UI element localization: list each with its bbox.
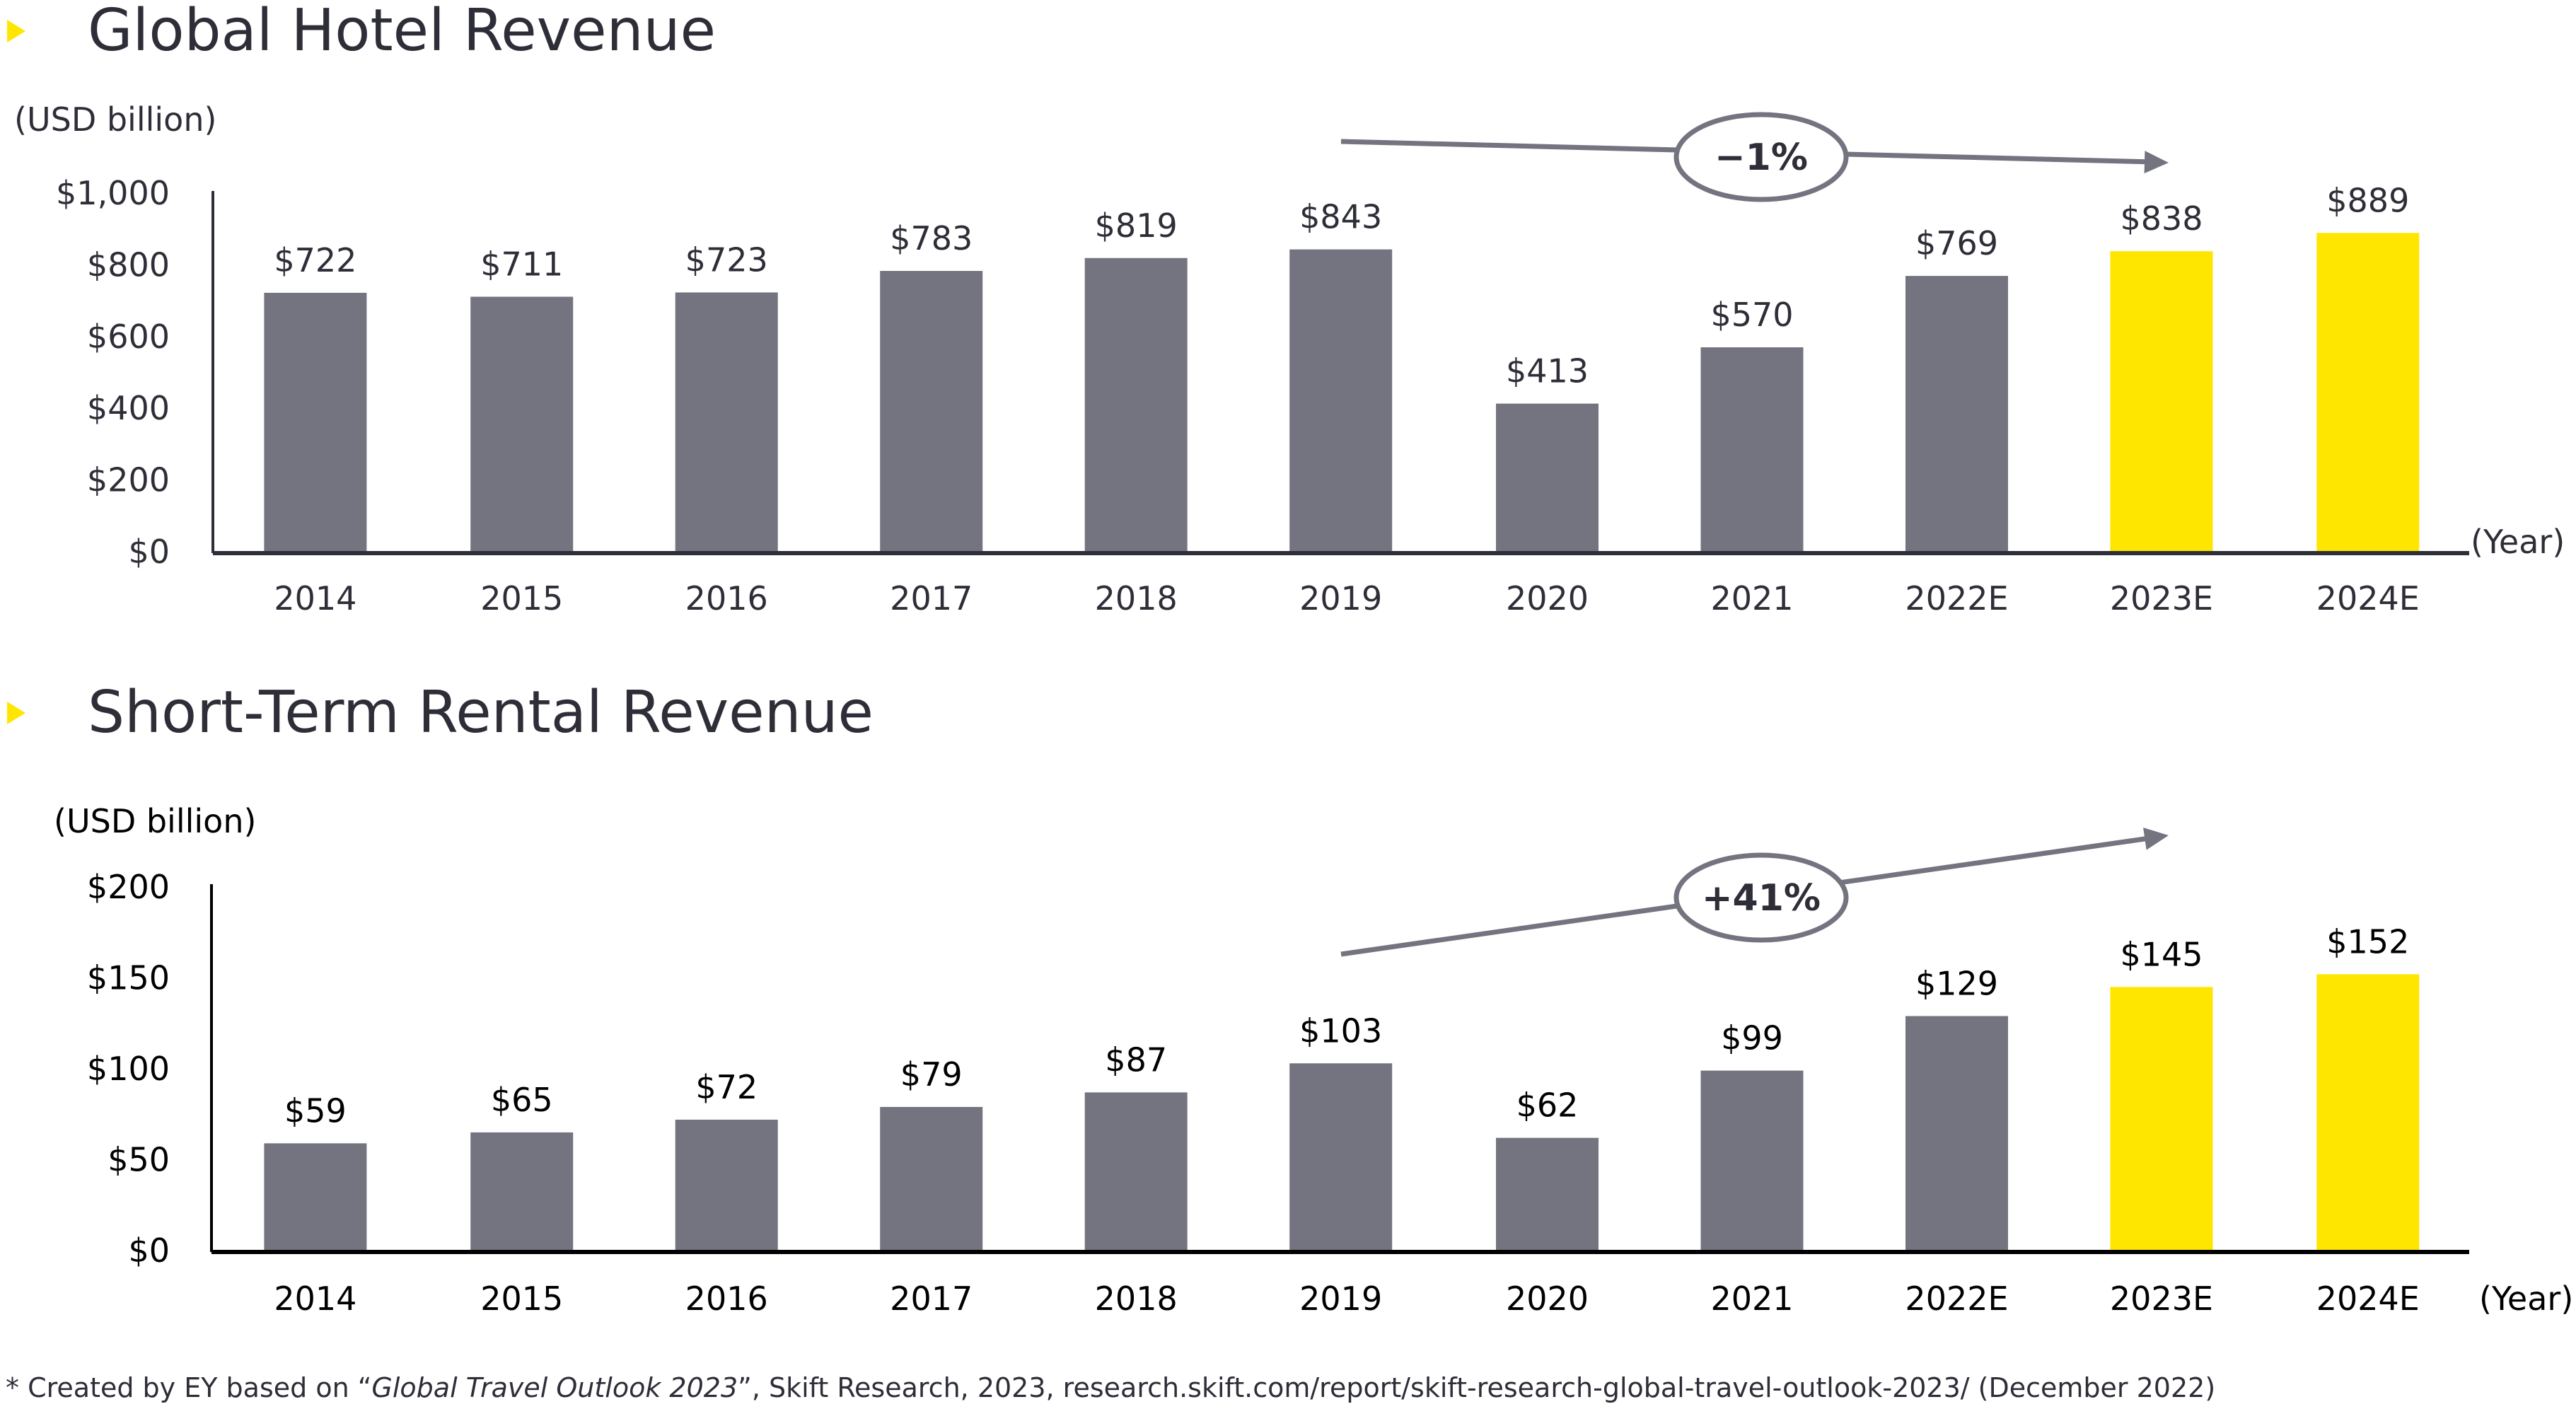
trend-badge-label: −1% [1715, 137, 1808, 179]
data-label: $843 [1299, 198, 1382, 236]
bar-2018 [1084, 257, 1188, 552]
x-tick-label: 2020 [1506, 579, 1589, 617]
data-label: $711 [480, 245, 563, 284]
bar-2016 [675, 292, 778, 552]
x-tick-label: 2019 [1299, 1280, 1382, 1318]
y-tick-label: $400 [87, 389, 170, 427]
x-tick-label: 2024E [2316, 1280, 2420, 1318]
x-tick-label: 2016 [685, 579, 768, 617]
x-tick-label: 2018 [1095, 579, 1178, 617]
y-tick-label: $600 [87, 318, 170, 356]
trend-badge-label: +41% [1702, 877, 1821, 920]
bar-2014 [264, 1143, 367, 1251]
x-tick-label: 2022E [1905, 579, 2008, 617]
bar-2016 [675, 1119, 778, 1251]
trend-badge-ellipse [1673, 112, 1849, 202]
y-tick-label: $1,000 [56, 174, 170, 212]
data-label: $87 [1105, 1040, 1167, 1079]
x-tick-label: 2014 [274, 579, 356, 617]
x-tick-label: 2019 [1299, 579, 1382, 617]
x-tick-label: 2023E [2110, 579, 2213, 617]
y-tick-label: $150 [87, 959, 170, 997]
y-unit-label-hotel: (USD billion) [14, 100, 217, 139]
bar-2023e [2110, 987, 2213, 1251]
y-tick-label: $0 [128, 533, 170, 571]
data-label: $889 [2326, 181, 2409, 219]
bar-2018 [1084, 1092, 1188, 1251]
data-label: $413 [1506, 352, 1589, 390]
data-label: $72 [695, 1068, 758, 1106]
footnote-suffix: ”, Skift Research, 2023, research.skift.… [738, 1372, 2216, 1403]
bar-2024e [2316, 233, 2420, 552]
x-tick-label: 2015 [480, 1280, 563, 1318]
data-label: $99 [1721, 1019, 1783, 1057]
data-label: $783 [890, 219, 973, 257]
bar-2014 [264, 292, 367, 552]
data-label: $65 [491, 1081, 553, 1119]
data-label: $103 [1299, 1011, 1382, 1050]
bar-2021 [1700, 1070, 1804, 1251]
bar-2015 [470, 1132, 574, 1251]
data-label: $62 [1516, 1086, 1579, 1125]
y-tick-label: $200 [87, 868, 170, 906]
bar-2024e [2316, 974, 2420, 1251]
title-bullet-icon [7, 702, 25, 724]
y-tick-label: $0 [128, 1231, 170, 1270]
title-bullet-icon [7, 20, 25, 42]
x-tick-label: 2020 [1506, 1280, 1589, 1318]
x-axis-unit-label: (Year) [2471, 523, 2565, 561]
y-unit-label-str: (USD billion) [54, 802, 257, 840]
data-label: $838 [2120, 199, 2203, 238]
bar-2022e [1905, 1016, 2009, 1251]
trend-arrowhead-icon [2144, 151, 2169, 174]
x-tick-label: 2023E [2110, 1280, 2213, 1318]
bar-2017 [880, 1106, 983, 1251]
bar-2019 [1289, 249, 1393, 552]
footnote: * Created by EY based on “Global Travel … [6, 1372, 2215, 1403]
bar-2023e [2110, 251, 2213, 552]
y-tick-label: $200 [87, 461, 170, 499]
bar-2020 [1496, 1137, 1599, 1251]
bar-2017 [880, 271, 983, 552]
bar-2022e [1905, 276, 2009, 552]
bar-2020 [1496, 403, 1599, 552]
data-label: $145 [2120, 935, 2203, 973]
data-label: $79 [900, 1055, 963, 1094]
chart-title-str: Short-Term Rental Revenue [88, 679, 874, 746]
x-tick-label: 2024E [2316, 579, 2420, 617]
footnote-title: Global Travel Outlook 2023 [371, 1372, 738, 1403]
data-label: $59 [284, 1091, 347, 1130]
x-tick-label: 2022E [1905, 1280, 2008, 1318]
chart-title-hotel: Global Hotel Revenue [88, 0, 716, 64]
x-tick-label: 2017 [890, 1280, 973, 1318]
x-tick-label: 2015 [480, 579, 563, 617]
y-tick-label: $100 [87, 1050, 170, 1088]
data-label: $769 [1915, 224, 1998, 262]
data-label: $722 [274, 241, 356, 279]
data-label: $129 [1915, 964, 1998, 1002]
data-label: $152 [2326, 922, 2409, 961]
bar-2015 [470, 296, 574, 552]
x-tick-label: 2021 [1710, 1280, 1793, 1318]
x-tick-label: 2014 [274, 1280, 356, 1318]
data-label: $819 [1095, 207, 1178, 245]
footnote-prefix: * Created by EY based on “ [6, 1372, 372, 1403]
y-tick-label: $50 [108, 1141, 170, 1179]
data-label: $570 [1710, 296, 1793, 334]
trend-badge-ellipse [1673, 852, 1849, 943]
y-tick-label: $800 [87, 245, 170, 284]
x-axis-unit-label: (Year) [2479, 1280, 2573, 1318]
bar-2019 [1289, 1063, 1393, 1251]
trend-arrowhead-icon [2143, 827, 2169, 850]
x-tick-label: 2021 [1710, 579, 1793, 617]
x-tick-label: 2016 [685, 1280, 768, 1318]
x-tick-label: 2017 [890, 579, 973, 617]
data-label: $723 [685, 240, 768, 279]
x-tick-label: 2018 [1095, 1280, 1178, 1318]
bar-2021 [1700, 347, 1804, 552]
